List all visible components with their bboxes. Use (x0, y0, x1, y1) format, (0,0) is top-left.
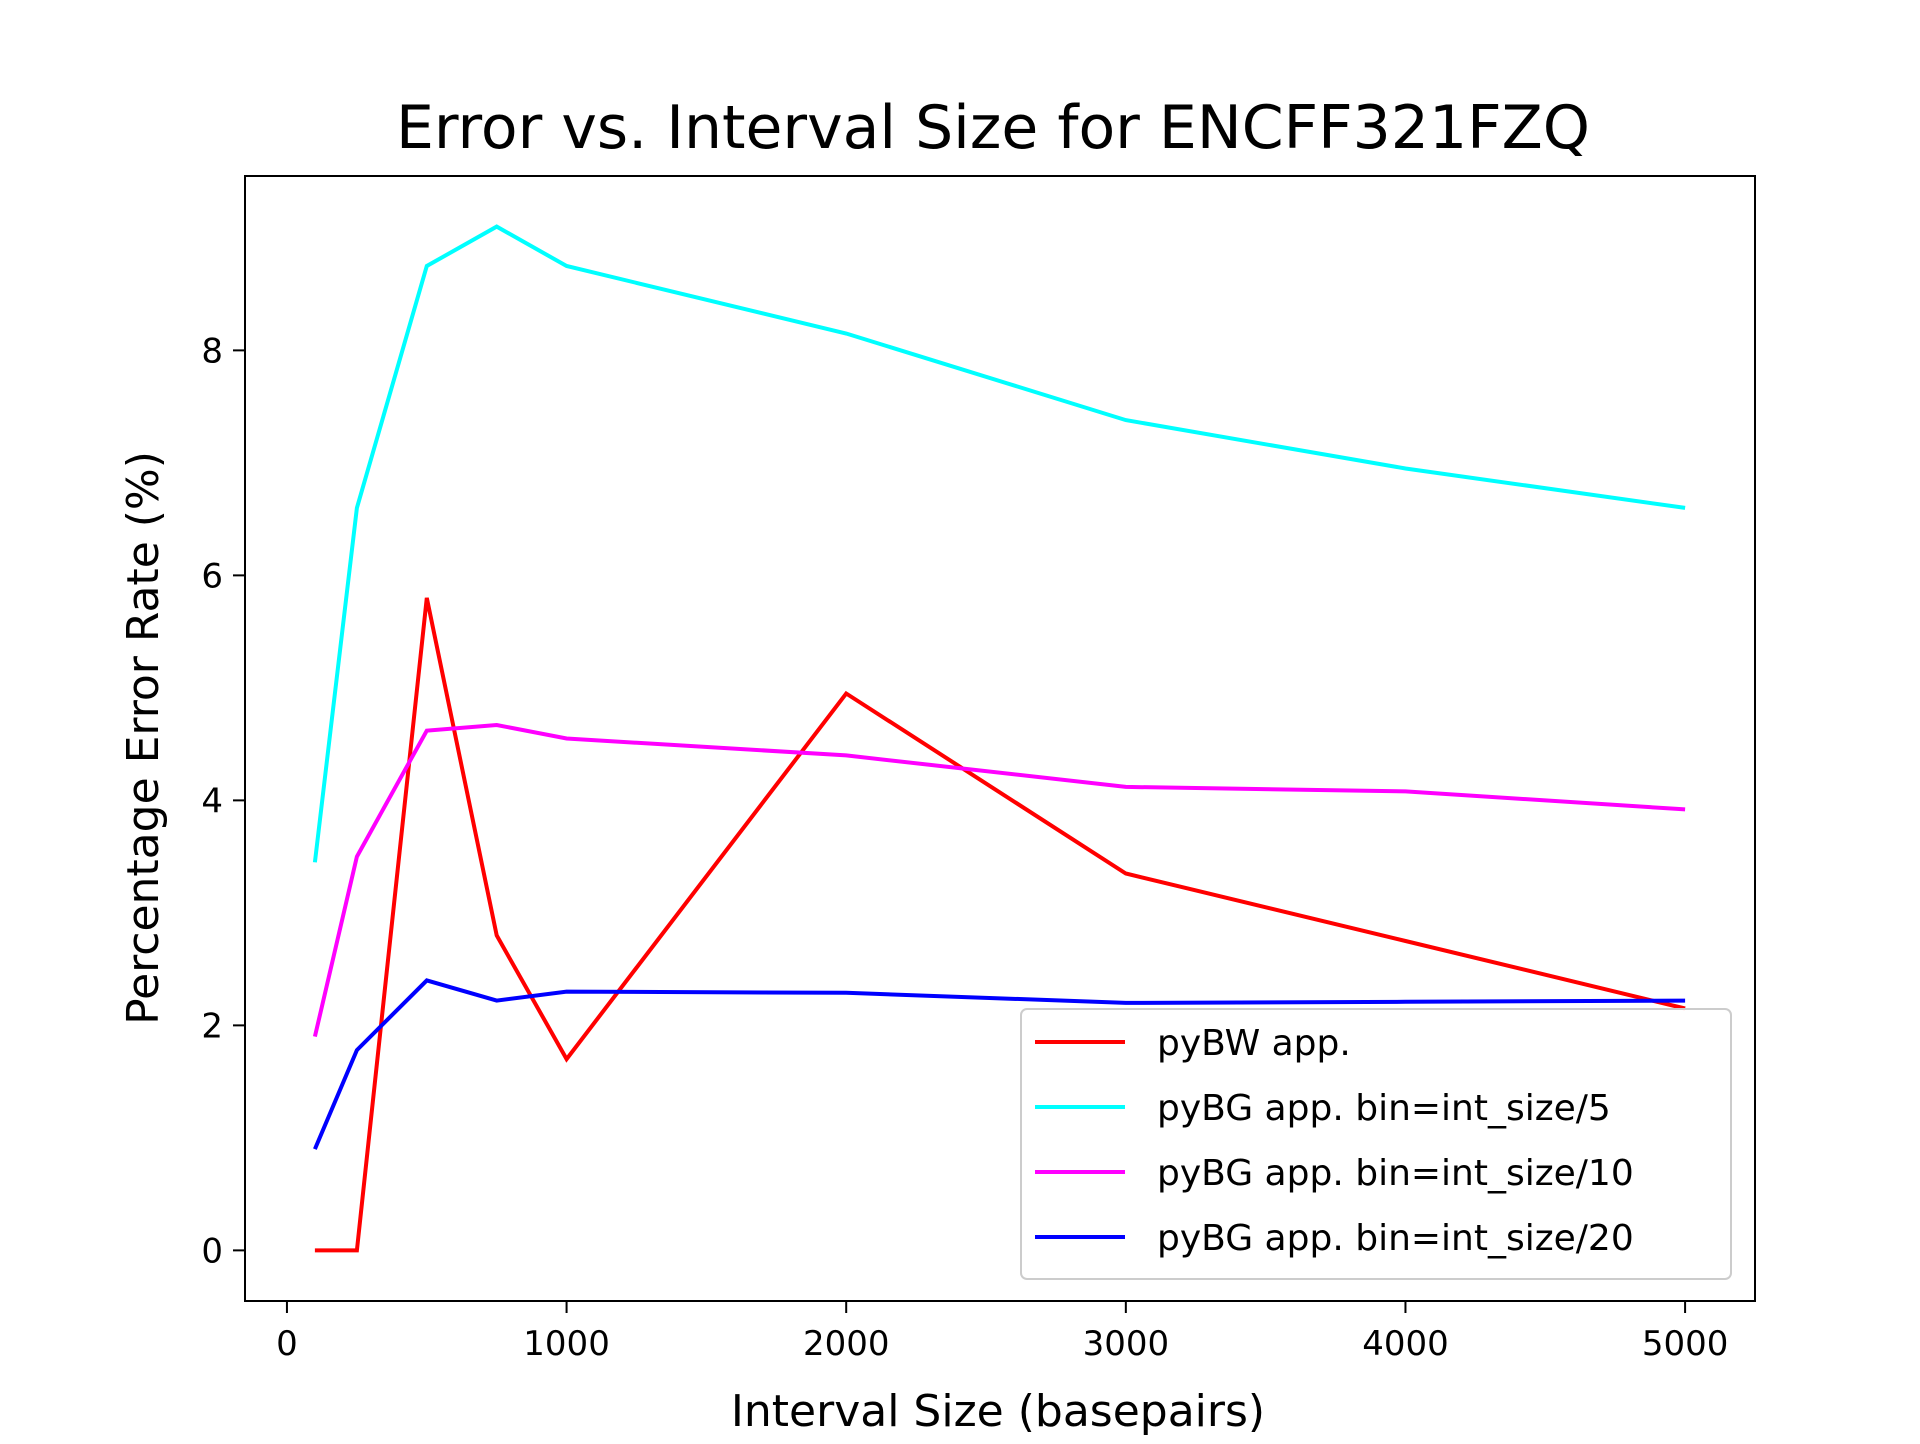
legend-label: pyBW app. (1157, 1023, 1351, 1064)
x-tick-label: 3000 (1083, 1324, 1170, 1364)
legend-box (1020, 1008, 1732, 1280)
x-axis-label: Interval Size (basepairs) (731, 1386, 1265, 1437)
x-tick-label: 2000 (803, 1324, 890, 1364)
y-axis-label: Percentage Error Rate (%) (118, 451, 169, 1025)
x-tick-label: 5000 (1642, 1324, 1729, 1364)
y-tick-label: 4 (201, 781, 223, 821)
x-tick-label: 1000 (523, 1324, 610, 1364)
y-tick-label: 0 (201, 1231, 223, 1271)
plot-area (312, 224, 1686, 1253)
y-tick-label: 2 (201, 1006, 223, 1046)
chart-title: Error vs. Interval Size for ENCFF321FZQ (396, 93, 1590, 163)
legend-label: pyBG app. bin=int_size/5 (1157, 1088, 1611, 1129)
legend-label: pyBG app. bin=int_size/20 (1157, 1218, 1634, 1259)
legend-label: pyBG app. bin=int_size/10 (1157, 1153, 1634, 1194)
series-line-2 (312, 224, 1686, 863)
axes: 0 1000 2000 3000 4000 5000 0 2 4 6 8 (201, 331, 1728, 1364)
y-tick-label: 6 (201, 556, 223, 596)
x-tick-label: 4000 (1362, 1324, 1449, 1364)
legend: pyBW app. pyBG app. bin=int_size/5 pyBG ap… (1020, 1008, 1732, 1280)
x-tick-label: 0 (276, 1324, 298, 1364)
series-line-4 (313, 978, 1686, 1150)
plot-frame (244, 175, 1756, 1302)
y-tick-label: 8 (201, 331, 223, 371)
series-line-3 (312, 722, 1686, 1038)
series-line-1 (314, 597, 1686, 1253)
